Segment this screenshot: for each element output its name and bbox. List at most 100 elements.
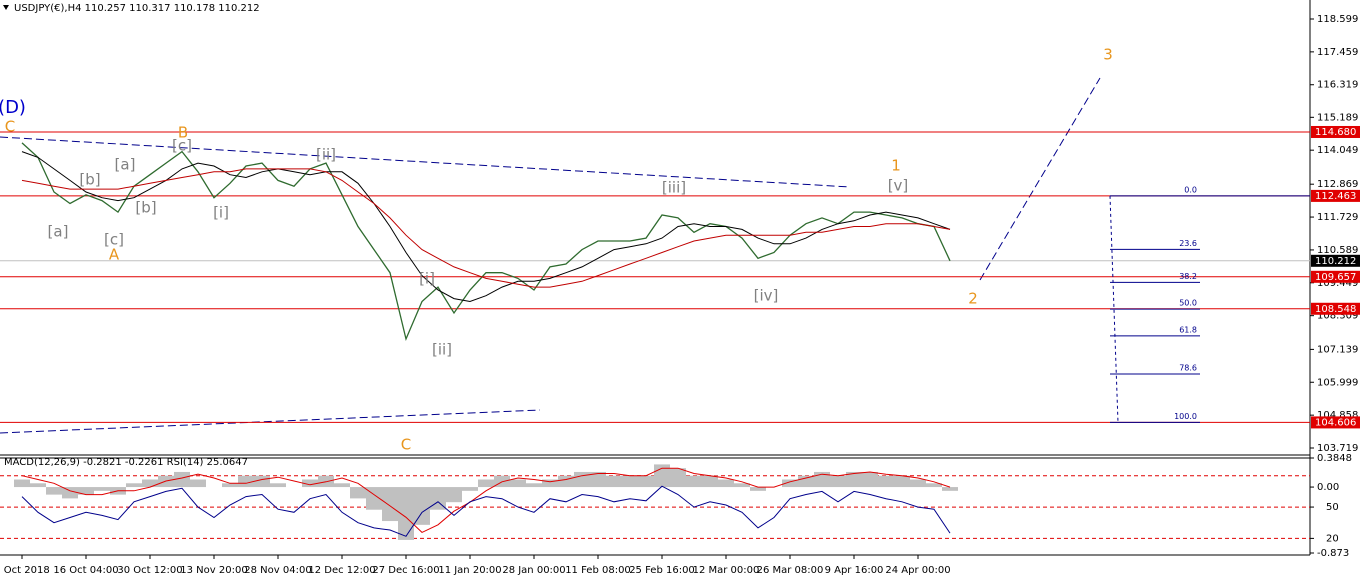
x-tick-label: 16 Oct 04:00 [53,565,118,576]
y-tick-label: 114.049 [1317,145,1358,156]
wave-label: [v] [888,177,909,195]
macd-bar [718,479,734,488]
y-tick-label: 110.589 [1317,245,1358,256]
x-tick-label: 13 Nov 20:00 [180,565,247,576]
indicator-title: MACD(12,26,9) -0.2821 -0.2261 RSI(14) 25… [4,457,248,468]
wave-label: [b] [135,199,156,217]
wave-label: [i] [213,204,229,222]
x-tick-label: 1 Oct 2018 [0,565,50,576]
wave-label: [a] [115,156,136,174]
macd-bar [814,471,830,488]
trendline [0,136,851,188]
x-tick-label: 27 Dec 16:00 [372,565,439,576]
macd-bar [398,487,414,540]
macd-bar [14,479,30,488]
wave-label: 3 [1103,46,1113,64]
macd-bar [542,479,558,488]
fib-label: 38.2 [1179,272,1197,281]
wave-label: 1 [891,157,901,175]
macd-bar [366,487,382,510]
wave-label: [i] [419,270,435,288]
macd-tick-label: -0.873 [1317,548,1349,559]
macd-bar [62,487,78,499]
y-tick-label: 112.869 [1317,179,1358,190]
y-tick-label: 115.189 [1317,112,1358,123]
macd-bar [574,471,590,488]
level-label-box [1311,270,1360,283]
level-label: 104.606 [1315,417,1356,428]
rsi-line [21,485,951,537]
moving-average [21,151,951,303]
macd-signal [21,467,951,533]
macd-bar [750,487,766,491]
macd-bar [878,475,894,488]
collapse-icon[interactable] [3,5,9,10]
macd-bar [846,471,862,488]
y-tick-label: 109.449 [1317,278,1358,289]
macd-bar [142,479,158,488]
fib-vertical [1109,195,1119,423]
wave-label: C [5,118,15,136]
macd-bar [558,475,574,488]
macd-bar [350,487,366,499]
x-tick-label: 24 Apr 00:00 [885,565,950,576]
y-tick-label: 103.719 [1317,443,1358,454]
moving-average [21,168,951,288]
current-price-label: 110.212 [1315,256,1356,267]
wave-label: [b] [79,171,100,189]
projection-line [979,77,1101,281]
fib-label: 61.8 [1179,325,1197,334]
macd-bar [174,471,190,488]
macd-bar [734,483,750,488]
x-tick-label: 12 Mar 00:00 [693,565,760,576]
macd-bar [238,475,254,488]
macd-bar [862,471,878,488]
rsi-tick-label: 50 [1326,502,1339,513]
fib-label: 100.0 [1174,412,1197,421]
macd-bar [94,487,110,491]
macd-bar [78,487,94,495]
macd-bar [446,487,462,503]
macd-bar [910,479,926,488]
wave-label: [iii] [662,179,686,197]
macd-bar [254,475,270,488]
y-tick-label: 105.999 [1317,377,1358,388]
macd-bar [30,483,46,488]
x-tick-label: 11 Feb 08:00 [565,565,631,576]
wave-label: [c] [104,231,124,249]
wave-label: C [401,436,411,454]
y-tick-label: 118.599 [1317,14,1358,25]
level-label-box [1311,302,1360,315]
level-label: 112.463 [1315,191,1356,202]
rsi-tick-label: 20 [1326,533,1339,544]
macd-bar [606,475,622,488]
macd-bar [670,468,686,488]
macd-bar [382,487,398,522]
wave-label: [ii] [432,341,452,359]
x-tick-label: 26 Mar 08:00 [757,565,824,576]
macd-bar [510,479,526,488]
y-tick-label: 107.139 [1317,344,1358,355]
level-label-box [1311,125,1360,138]
fib-label: 0.0 [1184,185,1197,194]
y-tick-label: 117.459 [1317,47,1358,58]
macd-tick-label: 0.00 [1317,482,1339,493]
macd-bar [222,483,238,488]
macd-bar [462,487,478,491]
trendline [0,409,541,434]
x-tick-label: 28 Jan 00:00 [502,565,565,576]
macd-bar [942,487,958,491]
chart-title: USDJPY(€),H4 110.257 110.317 110.178 110… [14,3,260,14]
fib-label: 23.6 [1179,239,1197,248]
x-tick-label: 25 Feb 16:00 [629,565,695,576]
macd-bar [126,483,142,488]
macd-bar [478,479,494,488]
level-label-box [1311,416,1360,429]
x-tick-label: 9 Apr 16:00 [825,565,884,576]
x-tick-label: 11 Jan 20:00 [438,565,501,576]
wave-label: [iv] [754,287,779,305]
x-tick-label: 28 Nov 04:00 [244,565,311,576]
fib-label: 50.0 [1179,299,1197,308]
y-tick-label: 108.309 [1317,311,1358,322]
